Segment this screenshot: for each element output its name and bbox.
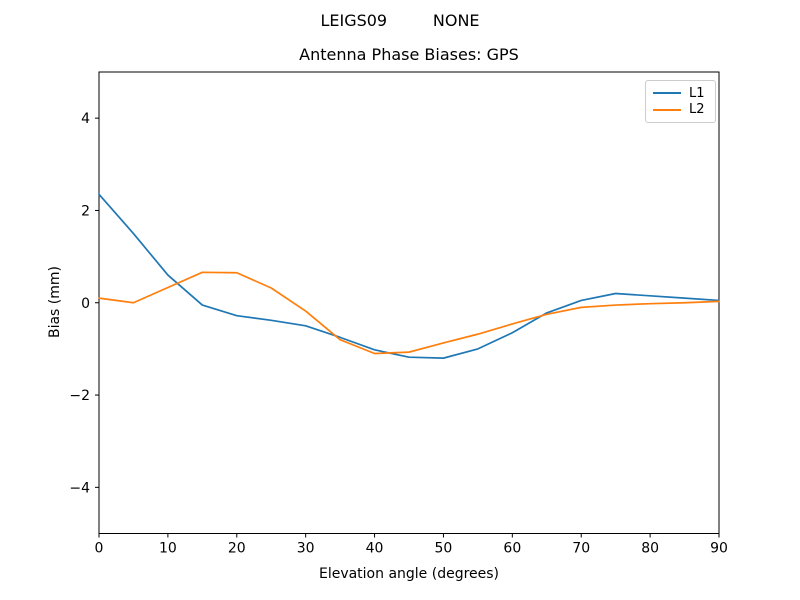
- l1-line-swatch: [653, 92, 681, 95]
- y-tick-label: 4: [81, 111, 90, 127]
- y-tick-label: −2: [69, 388, 90, 404]
- y-tick-label: −4: [69, 480, 90, 496]
- l2-line-swatch: [653, 108, 681, 111]
- x-tick-label: 60: [503, 541, 521, 557]
- x-tick-label: 80: [641, 541, 659, 557]
- axes-title: Antenna Phase Biases: GPS: [299, 45, 519, 64]
- x-tick-label: 90: [710, 541, 728, 557]
- l1-line: [98, 193, 720, 359]
- x-tick-label: 30: [297, 541, 315, 557]
- legend-label-l1: L1: [689, 85, 705, 101]
- x-axis-label: Elevation angle (degrees): [318, 566, 500, 582]
- figure-suptitle: LEIGS09 NONE: [320, 11, 480, 30]
- legend-entry-l2: L2: [653, 103, 708, 116]
- y-tick-label: 2: [81, 203, 90, 219]
- x-tick-label: 50: [435, 541, 453, 557]
- y-tick-label: 0: [81, 296, 90, 312]
- y-axis-label: Bias (mm): [47, 265, 63, 339]
- x-tick-label: 10: [159, 541, 177, 557]
- legend: L1 L2: [645, 80, 716, 123]
- x-tick-label: 40: [366, 541, 384, 557]
- legend-label-l2: L2: [689, 102, 705, 118]
- x-tick-label: 0: [95, 541, 104, 557]
- x-tick-label: 20: [228, 541, 246, 557]
- axes-spines: [98, 71, 720, 534]
- l2-line: [98, 271, 720, 355]
- x-tick-label: 70: [572, 541, 590, 557]
- legend-entry-l1: L1: [653, 87, 708, 100]
